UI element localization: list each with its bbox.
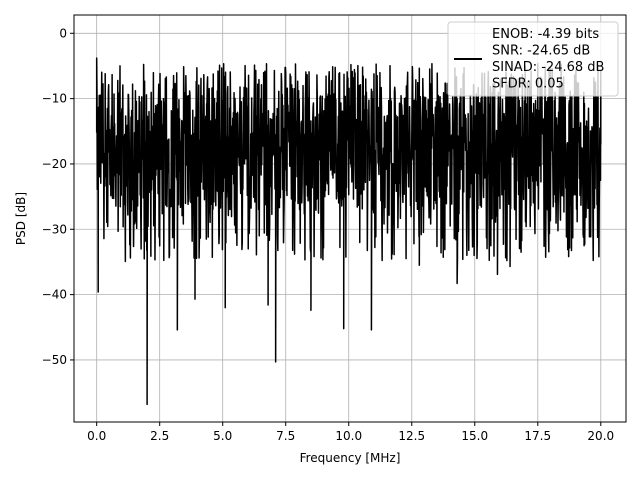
legend-entry-enob: ENOB: -4.39 bits <box>492 27 599 42</box>
x-tick-label: 0.0 <box>87 429 106 443</box>
y-tick-label: 0 <box>59 26 67 40</box>
x-tick-label: 10.0 <box>335 429 362 443</box>
x-tick-label: 20.0 <box>587 429 614 443</box>
x-tick-label: 12.5 <box>398 429 425 443</box>
legend-entry-snr: SNR: -24.65 dB <box>492 44 590 59</box>
x-tick-label: 15.0 <box>461 429 488 443</box>
x-tick-label: 7.5 <box>276 429 295 443</box>
x-tick-label: 2.5 <box>150 429 169 443</box>
x-axis: 0.0 2.5 5.0 7.5 10.0 12.5 15.0 17.5 20.0 <box>87 422 614 443</box>
legend-entry-sfdr: SFDR: 0.05 <box>492 77 564 92</box>
legend-entry-sinad: SINAD: -24.68 dB <box>492 60 604 75</box>
x-tick-label: 17.5 <box>524 429 551 443</box>
y-tick-label: −10 <box>42 92 67 106</box>
y-tick-label: −50 <box>42 353 67 367</box>
plot-area-frame <box>73 14 627 423</box>
y-axis: 0 −10 −20 −30 −40 −50 <box>42 26 74 367</box>
x-axis-label: Frequency [MHz] <box>300 451 401 465</box>
y-tick-label: −20 <box>42 157 67 171</box>
y-axis-label: PSD [dB] <box>14 192 28 245</box>
y-tick-label: −30 <box>42 222 67 236</box>
x-tick-label: 5.0 <box>213 429 232 443</box>
psd-series-line <box>95 57 602 406</box>
legend-box <box>447 21 619 97</box>
y-tick-label: −40 <box>42 288 67 302</box>
series-layer <box>95 57 602 406</box>
legend: ENOB: -4.39 bits SNR: -24.65 dB SINAD: -… <box>447 21 619 97</box>
